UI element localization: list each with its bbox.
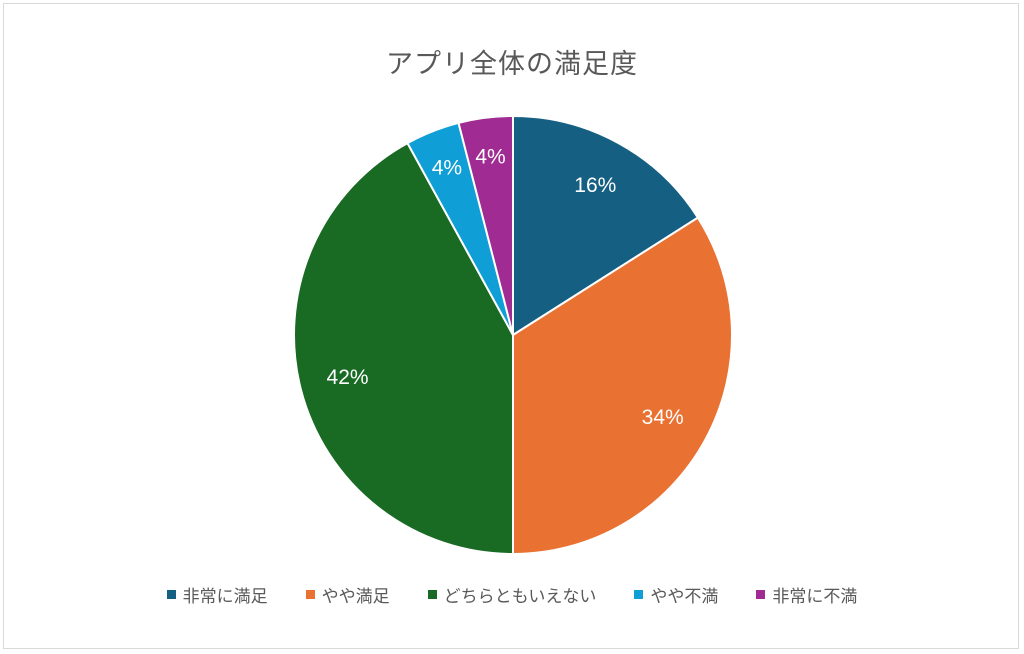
legend-item-5: 非常に不満 [756,582,857,607]
chart-area: アプリ全体の満足度 16% 34% 42% 4% 4% 非常に満足 やや満足 どちらともいえ… [3,3,1019,649]
pie-slice-1 [512,114,700,337]
chart-title: アプリ全体の満足度 [386,49,638,80]
legend-swatch [166,590,176,599]
legend-item-1: 非常に満足 [166,582,268,607]
legend-label: やや満足 [321,587,390,607]
legend-swatch [427,590,437,599]
legend-label: どちらともいえない [443,587,597,607]
legend-swatch [756,590,766,599]
data-label-3: 42% [327,366,369,389]
pie-slice-3 [293,141,514,556]
legend-item-3: どちらともいえない [427,582,597,607]
pie-chart: 16% 34% 42% 4% 4% [293,114,733,556]
legend-label: 非常に満足 [182,587,268,607]
legend-swatch [634,590,644,599]
legend-label: 非常に不満 [772,587,858,607]
legend-swatch [305,590,315,599]
pie-slice-2 [512,216,733,556]
legend-item-2: やや満足 [305,582,390,607]
data-label-4: 4% [432,157,462,180]
chart-legend: 非常に満足 やや満足 どちらともいえない やや不満 非常に不満 [4,582,1020,607]
data-label-2: 34% [642,406,684,429]
pie-slice-5 [457,114,514,336]
legend-label: やや不満 [650,587,719,607]
data-label-1: 16% [574,174,616,197]
data-label-5: 4% [475,145,505,168]
legend-item-4: やや不満 [634,582,718,607]
